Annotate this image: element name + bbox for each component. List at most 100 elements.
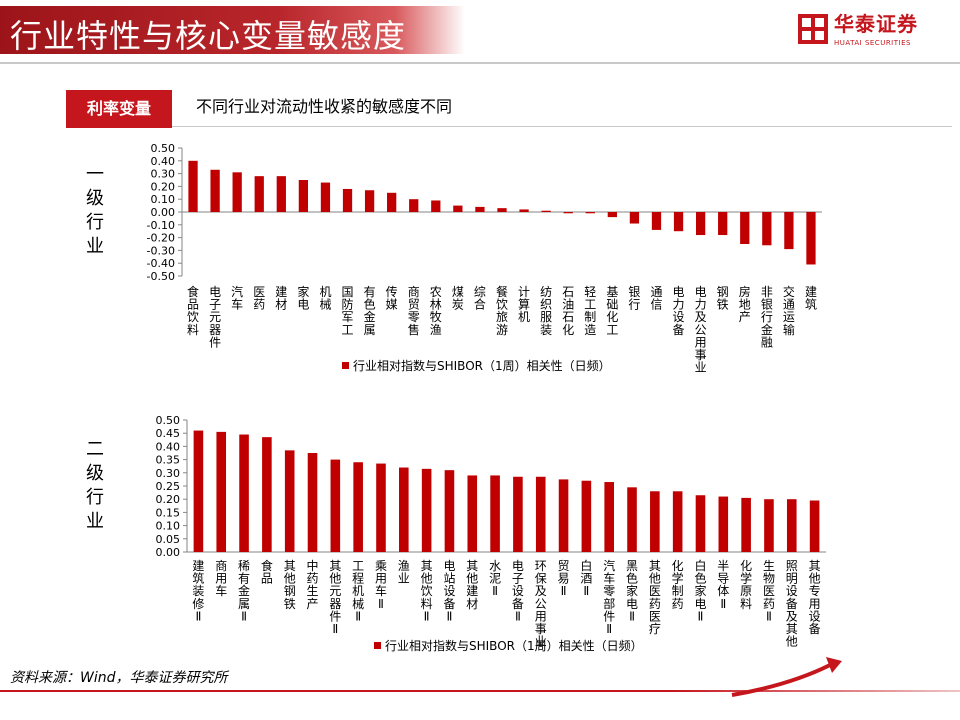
x-category-label: 半导体 Ⅱ: [717, 559, 729, 611]
bar: [298, 180, 309, 212]
y-tick-label: 0.50: [151, 142, 176, 155]
x-category-label: 农林牧渔: [430, 285, 442, 337]
bar: [330, 459, 341, 552]
bar: [718, 212, 728, 236]
bar: [254, 176, 264, 212]
x-category-label: 医药: [253, 285, 265, 312]
x-category-label: 建筑装修 Ⅱ: [192, 559, 204, 623]
bar: [513, 476, 523, 552]
bar: [320, 182, 331, 212]
y-tick-label: 0.10: [151, 193, 176, 206]
side-label-char: 二: [86, 439, 104, 460]
section-subtitle: 不同行业对流动性收紧的敏感度不同: [196, 97, 453, 116]
side-label-char: 业: [86, 236, 104, 257]
bar: [284, 450, 295, 552]
bar: [210, 169, 220, 212]
x-category-label: 中药生产: [307, 558, 319, 611]
x-category-label: 计算机: [518, 285, 530, 324]
huatai-logo-icon: [798, 14, 828, 44]
bar: [558, 479, 569, 552]
bar: [650, 491, 660, 552]
bar: [364, 190, 375, 212]
bar: [563, 212, 573, 214]
x-category-label: 建材: [275, 285, 287, 312]
x-category-label: 轻工制造: [584, 285, 596, 337]
y-tick-label: -0.30: [147, 244, 175, 257]
bar: [627, 487, 637, 552]
x-category-label: 电子元器件: [209, 285, 221, 349]
bar: [193, 430, 204, 552]
bar: [431, 200, 441, 212]
bar: [421, 468, 432, 552]
bar: [607, 212, 617, 218]
bar: [262, 437, 272, 552]
bar: [672, 491, 683, 552]
bar: [475, 206, 485, 212]
y-tick-label: 0.45: [156, 427, 181, 440]
bar: [497, 208, 507, 212]
x-category-label: 汽车零部件 Ⅱ: [603, 558, 615, 636]
y-tick-label: 0.30: [156, 467, 181, 480]
side-label-char: 级: [86, 463, 104, 484]
bar: [535, 476, 546, 552]
bar: [786, 499, 797, 552]
x-category-label: 房地产: [739, 284, 751, 324]
bar: [809, 500, 820, 552]
y-tick-label: 0.15: [156, 506, 181, 519]
page-title: 行业特性与核心变量敏感度: [10, 17, 407, 55]
x-category-label: 其他医药医疗: [649, 559, 661, 636]
bar: [232, 172, 242, 212]
legend-swatch: [374, 642, 381, 649]
x-category-label: 餐饮旅游: [496, 284, 508, 337]
logo-text-cn: 华泰证券: [834, 12, 918, 36]
x-category-label: 银行: [628, 285, 640, 312]
x-category-label: 综合: [474, 285, 486, 312]
x-category-label: 纺织服装: [540, 285, 552, 337]
source-note: 资料来源：Wind，华泰证券研究所: [10, 670, 228, 686]
y-tick-label: 0.35: [156, 454, 181, 467]
x-category-label: 白色家电 Ⅱ: [694, 558, 706, 623]
x-category-label: 工程机械 Ⅱ: [352, 559, 364, 623]
y-tick-label: 0.05: [156, 533, 181, 546]
x-category-label: 乘用车 Ⅱ: [375, 559, 387, 611]
x-category-label: 环保及公用事业: [535, 559, 547, 649]
side-label-char: 行: [86, 212, 104, 233]
side-label-level1: 一 级 行 业: [82, 163, 108, 259]
bar: [784, 212, 794, 250]
y-tick-label: -0.40: [147, 257, 175, 270]
x-category-label: 贸易 Ⅱ: [558, 559, 570, 598]
x-category-label: 煤炭: [452, 285, 464, 312]
legend-label: 行业相对指数与SHIBOR（1周）相关性（日频）: [353, 358, 611, 373]
x-category-label: 稀有金属 Ⅱ: [238, 559, 250, 623]
bar: [276, 176, 286, 212]
x-category-label: 通信: [650, 285, 662, 312]
bar: [453, 205, 463, 212]
bar: [490, 475, 500, 552]
x-category-label: 食品: [261, 558, 273, 586]
bar: [409, 199, 419, 212]
bar: [740, 212, 750, 244]
x-category-label: 石油石化: [562, 285, 574, 337]
bar: [399, 467, 409, 552]
x-category-label: 其他专用设备: [809, 559, 821, 636]
bar: [216, 431, 227, 552]
bar: [629, 212, 640, 224]
bar: [695, 212, 706, 236]
bar: [387, 192, 397, 212]
x-category-label: 汽车: [231, 284, 243, 312]
bar: [585, 212, 595, 214]
x-category-label: 照明设备及其他: [786, 559, 798, 649]
x-category-label: 化学原料: [740, 559, 752, 611]
y-tick-label: 0.50: [156, 414, 181, 427]
bar: [651, 212, 662, 230]
footer-divider: [0, 690, 960, 692]
y-tick-label: 0.00: [151, 206, 176, 219]
bar: [673, 212, 684, 232]
header-divider: [0, 62, 960, 64]
x-category-label: 其他饮料 Ⅱ: [421, 559, 433, 623]
section-divider: [172, 126, 952, 127]
section-tag: 利率变量: [66, 90, 172, 128]
x-category-label: 传媒: [386, 284, 398, 312]
x-category-label: 黑色家电 Ⅱ: [626, 559, 638, 623]
